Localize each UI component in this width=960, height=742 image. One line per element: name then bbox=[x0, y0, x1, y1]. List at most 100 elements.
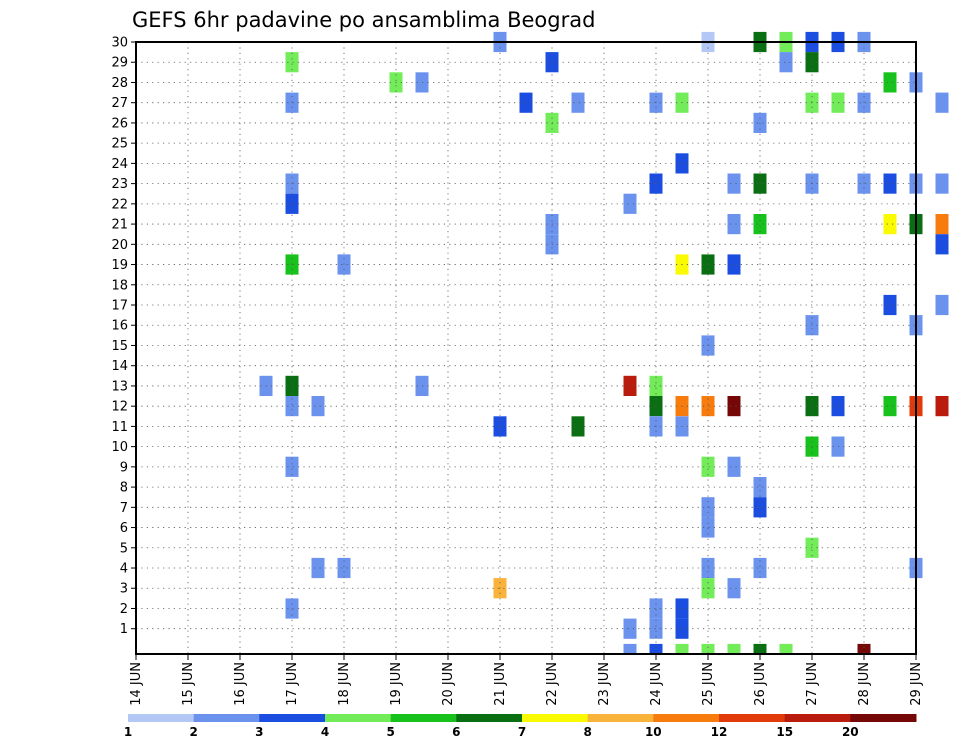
x-tick-label: 26 JUN bbox=[753, 662, 768, 706]
y-tick-label: 26 bbox=[111, 116, 128, 131]
colorbar-swatch bbox=[456, 714, 523, 722]
x-tick-label: 14 JUN bbox=[129, 662, 144, 706]
x-tick-label: 25 JUN bbox=[701, 662, 716, 706]
colorbar-label: 2 bbox=[190, 725, 198, 739]
colorbar-swatch bbox=[259, 714, 326, 722]
heatmap-cell bbox=[285, 52, 299, 73]
heatmap-cell bbox=[285, 456, 299, 477]
colorbar-label: 5 bbox=[387, 725, 395, 739]
x-tick-label: 21 JUN bbox=[493, 662, 508, 706]
heatmap-cell bbox=[337, 557, 351, 579]
heatmap-cell bbox=[623, 375, 637, 396]
heatmap-cell bbox=[571, 92, 585, 113]
colorbar-swatch bbox=[719, 714, 786, 722]
y-tick-label: 9 bbox=[120, 460, 128, 475]
colorbar-label: 6 bbox=[452, 725, 460, 739]
colorbar-label: 8 bbox=[584, 725, 592, 739]
x-axis: 14 JUN 15 JUN 16 JUN 17 JUN 18 JUN 19 JUN 20 J… bbox=[129, 654, 924, 706]
heatmap-cells bbox=[259, 31, 949, 654]
y-tick-label: 24 bbox=[111, 157, 128, 172]
heatmap-cell bbox=[623, 193, 637, 214]
heatmap-cell bbox=[649, 618, 663, 639]
colorbar-swatch bbox=[128, 714, 195, 722]
colorbar-swatch bbox=[522, 714, 589, 722]
y-tick-label: 7 bbox=[120, 501, 128, 516]
y-tick-label: 30 bbox=[111, 36, 128, 51]
heatmap-cell bbox=[883, 294, 897, 316]
colorbar-label: 12 bbox=[711, 725, 728, 739]
x-tick-label: 23 JUN bbox=[597, 662, 612, 706]
heatmap-cell bbox=[753, 557, 767, 579]
heatmap-cell bbox=[415, 375, 429, 396]
colorbar-label: 3 bbox=[255, 725, 263, 739]
colorbar-label: 20 bbox=[842, 725, 859, 739]
heatmap-cell bbox=[675, 643, 689, 654]
heatmap-cell bbox=[649, 396, 663, 417]
heatmap-cell bbox=[571, 416, 585, 437]
heatmap-cell bbox=[857, 92, 871, 113]
heatmap-cell bbox=[883, 214, 897, 235]
x-tick-label: 18 JUN bbox=[337, 662, 352, 706]
colorbar-swatch bbox=[587, 714, 654, 722]
heatmap-cell bbox=[727, 578, 741, 599]
heatmap-cell bbox=[779, 52, 793, 73]
plot-frame bbox=[135, 41, 917, 655]
heatmap-cell bbox=[285, 396, 299, 417]
heatmap-cell bbox=[727, 254, 741, 275]
y-tick-label: 29 bbox=[111, 56, 128, 71]
y-tick-label: 19 bbox=[111, 258, 128, 273]
heatmap-cell bbox=[935, 396, 949, 417]
colorbar-label: 10 bbox=[645, 725, 662, 739]
heatmap-cell bbox=[935, 234, 949, 255]
y-tick-label: 23 bbox=[111, 177, 128, 192]
heatmap-cell bbox=[857, 173, 871, 194]
y-tick-label: 6 bbox=[120, 521, 128, 536]
heatmap-cell bbox=[649, 173, 663, 194]
heatmap-cell bbox=[935, 92, 949, 113]
heatmap-cell bbox=[883, 396, 897, 417]
heatmap-cell bbox=[727, 456, 741, 477]
chart-title: GEFS 6hr padavine po ansamblima Beograd bbox=[132, 8, 595, 32]
x-tick-label: 27 JUN bbox=[805, 662, 820, 706]
x-tick-label: 29 JUN bbox=[909, 662, 924, 706]
x-tick-label: 22 JUN bbox=[545, 662, 560, 706]
heatmap-cell bbox=[311, 557, 325, 579]
y-tick-label: 2 bbox=[120, 602, 128, 617]
heatmap-cell bbox=[857, 643, 871, 654]
heatmap-cell bbox=[753, 112, 767, 133]
colorbar-swatch bbox=[850, 714, 917, 722]
heatmap-cell bbox=[935, 214, 949, 235]
y-tick-label: 14 bbox=[111, 359, 128, 374]
y-tick-label: 15 bbox=[111, 339, 128, 354]
heatmap-cell bbox=[649, 92, 663, 113]
y-tick-label: 20 bbox=[111, 238, 128, 253]
heatmap-cell bbox=[727, 396, 741, 417]
heatmap-cell bbox=[753, 214, 767, 235]
x-tick-label: 16 JUN bbox=[233, 662, 248, 706]
y-tick-label: 12 bbox=[111, 400, 128, 415]
heatmap-cell bbox=[701, 456, 715, 477]
heatmap-cell bbox=[285, 92, 299, 113]
y-tick-label: 25 bbox=[111, 137, 128, 152]
y-tick-label: 27 bbox=[111, 96, 128, 111]
y-tick-label: 18 bbox=[111, 278, 128, 293]
colorbar-swatch bbox=[784, 714, 851, 722]
colorbar-label: 1 bbox=[124, 725, 132, 739]
x-tick-label: 17 JUN bbox=[285, 662, 300, 706]
heatmap-cell bbox=[727, 214, 741, 235]
heatmap-cell bbox=[285, 375, 299, 396]
y-axis: 1234567891011121314151617181920212223242… bbox=[111, 36, 136, 637]
x-tick-label: 19 JUN bbox=[389, 662, 404, 706]
heatmap-cell bbox=[779, 643, 793, 654]
y-tick-label: 4 bbox=[120, 562, 128, 577]
heatmap-cell bbox=[285, 193, 299, 214]
heatmap-cell bbox=[753, 477, 767, 498]
colorbar-label: 15 bbox=[776, 725, 793, 739]
y-tick-label: 17 bbox=[111, 299, 128, 314]
x-tick-label: 28 JUN bbox=[857, 662, 872, 706]
heatmap-cell bbox=[415, 72, 429, 93]
y-tick-label: 8 bbox=[120, 481, 128, 496]
x-tick-label: 20 JUN bbox=[441, 662, 456, 706]
y-tick-label: 5 bbox=[120, 541, 128, 556]
colorbar-label: 7 bbox=[518, 725, 526, 739]
